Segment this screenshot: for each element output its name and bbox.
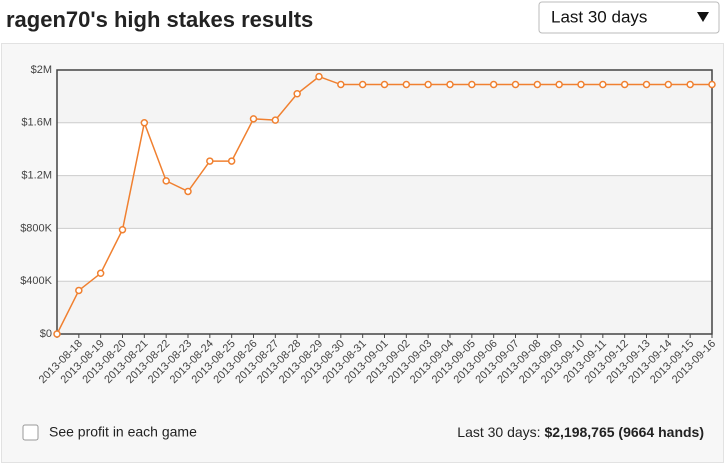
data-point (599, 80, 607, 89)
data-point (489, 80, 498, 89)
data-point (184, 187, 192, 196)
data-point (206, 157, 214, 165)
summary-label: Last 30 days: (457, 424, 540, 440)
data-point (446, 80, 454, 89)
y-tick-label: $400K (20, 275, 52, 287)
data-point (227, 157, 236, 165)
data-point (664, 80, 673, 89)
data-point (358, 80, 367, 89)
y-tick-label: $2M (31, 64, 52, 76)
data-point (293, 90, 301, 98)
data-point (53, 330, 61, 338)
data-point (708, 80, 716, 89)
page-title: ragen70's high stakes results (6, 7, 313, 32)
summary-value: $2,198,765 (9664 hands) (544, 424, 704, 440)
summary: Last 30 days: $2,198,765 (9664 hands) (457, 424, 704, 440)
dropdown-arrow (697, 12, 709, 22)
checkbox[interactable] (22, 424, 39, 441)
period-dropdown[interactable] (538, 1, 720, 34)
y-tick-label: $1.2M (21, 170, 52, 182)
data-point (271, 116, 280, 124)
y-tick-label: $800K (20, 222, 52, 234)
data-point (577, 80, 585, 89)
y-tick-label: $1.6M (21, 117, 52, 129)
data-point (337, 80, 345, 89)
grid-band (57, 281, 712, 334)
data-point (511, 80, 520, 89)
grid-band (57, 70, 712, 123)
dropdown-text: Last 30 days (551, 7, 647, 26)
checkbox-label[interactable]: See profit in each game (49, 424, 197, 440)
plot: $0$400K$800K$1.2M$1.6M$2M2013-08-182013-… (20, 64, 718, 386)
data-point (533, 80, 542, 89)
data-point (620, 80, 629, 89)
y-tick-label: $0 (40, 328, 52, 340)
data-point (140, 119, 149, 127)
data-point (555, 80, 563, 89)
data-point (642, 80, 651, 89)
data-point (686, 80, 694, 89)
data-point (75, 286, 83, 295)
data-point (118, 225, 127, 234)
data-point (424, 80, 432, 89)
data-point (96, 269, 105, 278)
data-point (162, 177, 170, 185)
data-point (315, 72, 323, 81)
data-point (249, 115, 258, 123)
grid-band (57, 175, 712, 229)
data-point (402, 80, 411, 89)
data-point (380, 80, 389, 89)
data-point (468, 80, 476, 89)
